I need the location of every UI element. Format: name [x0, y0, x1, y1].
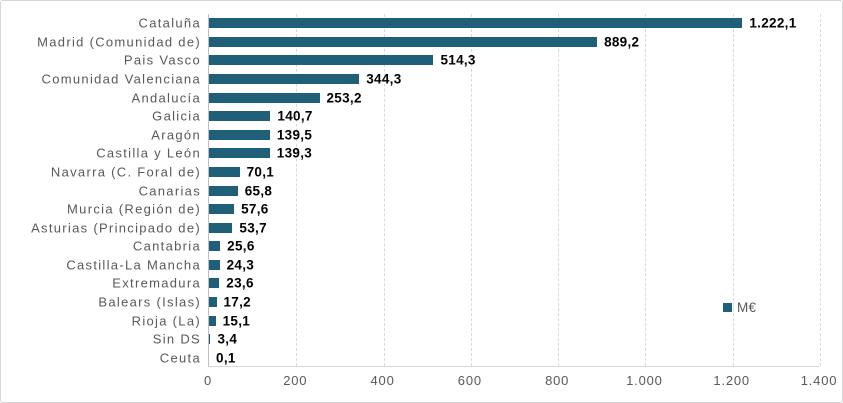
bar-value-label: 514,3: [440, 52, 476, 68]
plot-area: 1.222,1 889,2 514,3 344,3 253,2 140,7 139,5 139…: [208, 14, 821, 367]
category-label: Balears (Islas): [98, 294, 201, 310]
bar-value-label: 53,7: [239, 219, 267, 235]
category-label: Cantabria: [132, 238, 201, 254]
gridline: [296, 14, 298, 366]
bar-value-label: 139,5: [276, 127, 313, 142]
legend-label: M€: [737, 300, 757, 315]
bar: [209, 204, 235, 215]
bar: [209, 18, 743, 29]
category-label: Ceuta: [159, 350, 201, 366]
bar: [209, 129, 270, 140]
bar: [209, 278, 220, 289]
bar-value-label: 57,6: [241, 201, 269, 217]
category-label: Aragón: [151, 127, 201, 143]
category-label: Galicia: [152, 108, 201, 124]
gridline: [820, 14, 821, 366]
category-label: Castilla-La Mancha: [66, 257, 201, 273]
bar: [209, 36, 598, 47]
category-label: Canarias: [138, 183, 201, 198]
bar: [209, 315, 216, 326]
bar: [209, 92, 320, 103]
bar-value-label: 889,2: [604, 34, 640, 50]
x-tick-label: 1.400: [800, 373, 838, 388]
category-label: Madrid (Comunidad de): [37, 34, 201, 50]
y-axis-category-labels: Cataluña Madrid (Comunidad de) Pais Vasco C…: [1, 14, 201, 367]
bar-value-label: 65,8: [244, 182, 273, 198]
bar: [209, 55, 434, 66]
bar: [209, 166, 240, 177]
x-tick-label: 1.200: [713, 373, 750, 388]
x-tick-label: 600: [457, 373, 482, 388]
bar-value-label: 0,1: [216, 349, 236, 365]
category-label: Murcia (Región de): [67, 201, 201, 217]
x-tick-label: 1.000: [626, 373, 663, 388]
bar-value-label: 24,3: [226, 257, 255, 273]
bar: [209, 185, 238, 196]
bar: [209, 334, 211, 345]
bar: [209, 259, 220, 270]
gridline: [470, 14, 472, 366]
bar: [209, 148, 270, 159]
bar: [209, 241, 221, 252]
bar-value-label: 253,2: [326, 89, 362, 105]
x-tick-label: 400: [370, 373, 395, 388]
category-label: Cataluña: [138, 15, 201, 31]
legend: M€: [723, 301, 756, 315]
gridline: [732, 14, 734, 366]
bar: [209, 296, 217, 307]
bar-value-label: 1.222,1: [749, 15, 797, 31]
category-label: Navarra (C. Foral de): [50, 164, 201, 180]
category-label: Castilla y León: [96, 145, 201, 161]
gridline: [645, 14, 647, 366]
bar-value-label: 3,4: [217, 331, 238, 347]
category-label: Rioja (La): [131, 313, 201, 329]
bar-value-label: 344,3: [366, 71, 402, 87]
bar-value-label: 15,1: [222, 312, 251, 328]
bar-value-label: 23,6: [226, 275, 254, 291]
bar-value-label: 25,6: [227, 238, 255, 254]
category-label: Pais Vasco: [123, 52, 201, 68]
category-label: Andalucía: [131, 90, 201, 106]
bar-value-label: 139,3: [276, 145, 313, 161]
bar: [209, 222, 233, 233]
bar: [209, 74, 360, 85]
x-tick-label: 200: [283, 373, 308, 388]
gridline: [383, 14, 385, 366]
bar: [209, 111, 271, 122]
bar-value-label: 140,7: [277, 108, 313, 124]
category-label: Comunidad Valenciana: [41, 71, 201, 87]
x-tick-label: 800: [545, 373, 570, 388]
x-axis: 0 200 400 600 800 1.000 1.200 1.400: [204, 373, 836, 392]
bar-value-label: 70,1: [246, 164, 275, 180]
x-tick-label: 0: [203, 373, 213, 388]
gridline: [558, 14, 560, 366]
category-label: Sin DS: [152, 331, 201, 347]
legend-swatch-icon: [723, 303, 732, 313]
category-label: Asturias (Principado de): [31, 220, 201, 236]
category-label: Extremadura: [112, 275, 201, 291]
bar-value-label: 17,2: [223, 294, 251, 310]
